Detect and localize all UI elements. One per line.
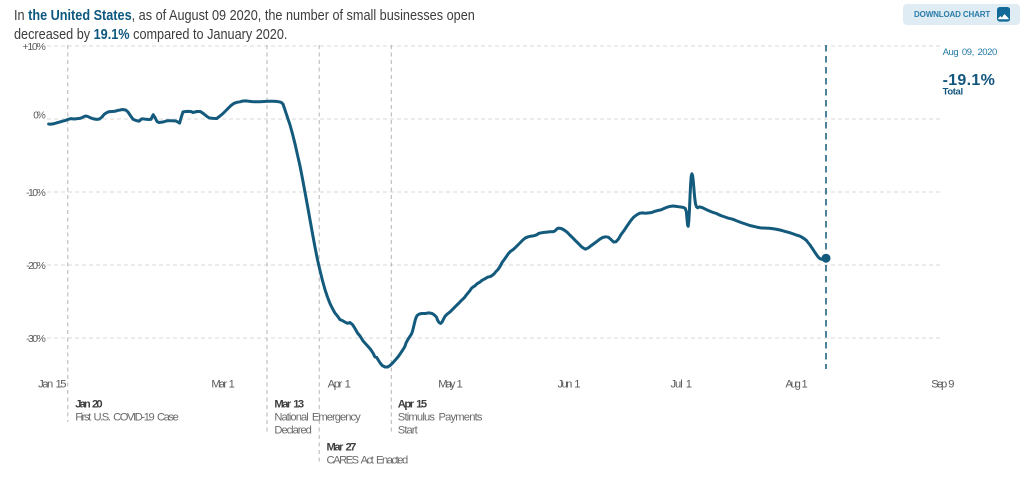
svg-text:-19.1%: -19.1% [943, 72, 995, 89]
svg-text:First U.S. COVID-19 Case: First U.S. COVID-19 Case [75, 411, 179, 423]
svg-text:Apr 15: Apr 15 [398, 399, 427, 411]
svg-text:Stimulus Payments: Stimulus Payments [398, 411, 483, 423]
svg-text:Mar 1: Mar 1 [211, 379, 234, 391]
svg-text:Aug 1: Aug 1 [785, 379, 807, 391]
svg-text:+10%: +10% [23, 41, 46, 53]
svg-text:Apr 1: Apr 1 [328, 379, 351, 391]
svg-text:Jun 1: Jun 1 [558, 379, 581, 391]
svg-text:Sep 9: Sep 9 [931, 379, 954, 391]
svg-text:0%: 0% [33, 110, 46, 121]
svg-text:Jan 20: Jan 20 [75, 399, 102, 411]
svg-text:Declared: Declared [274, 425, 312, 437]
svg-text:National Emergency: National Emergency [274, 411, 361, 423]
svg-text:May 1: May 1 [438, 379, 462, 391]
svg-text:-10%: -10% [26, 187, 46, 199]
svg-text:Mar 13: Mar 13 [274, 399, 304, 411]
svg-text:-30%: -30% [26, 333, 46, 345]
svg-text:Start: Start [398, 425, 419, 437]
svg-text:Jan 15: Jan 15 [38, 379, 66, 391]
svg-text:Total: Total [943, 87, 964, 98]
svg-text:Jul 1: Jul 1 [671, 379, 693, 391]
svg-text:Aug 09, 2020: Aug 09, 2020 [943, 47, 998, 58]
svg-text:-20%: -20% [26, 260, 46, 272]
svg-text:Mar 27: Mar 27 [327, 442, 357, 454]
svg-text:CARES Act Enacted: CARES Act Enacted [327, 454, 409, 466]
